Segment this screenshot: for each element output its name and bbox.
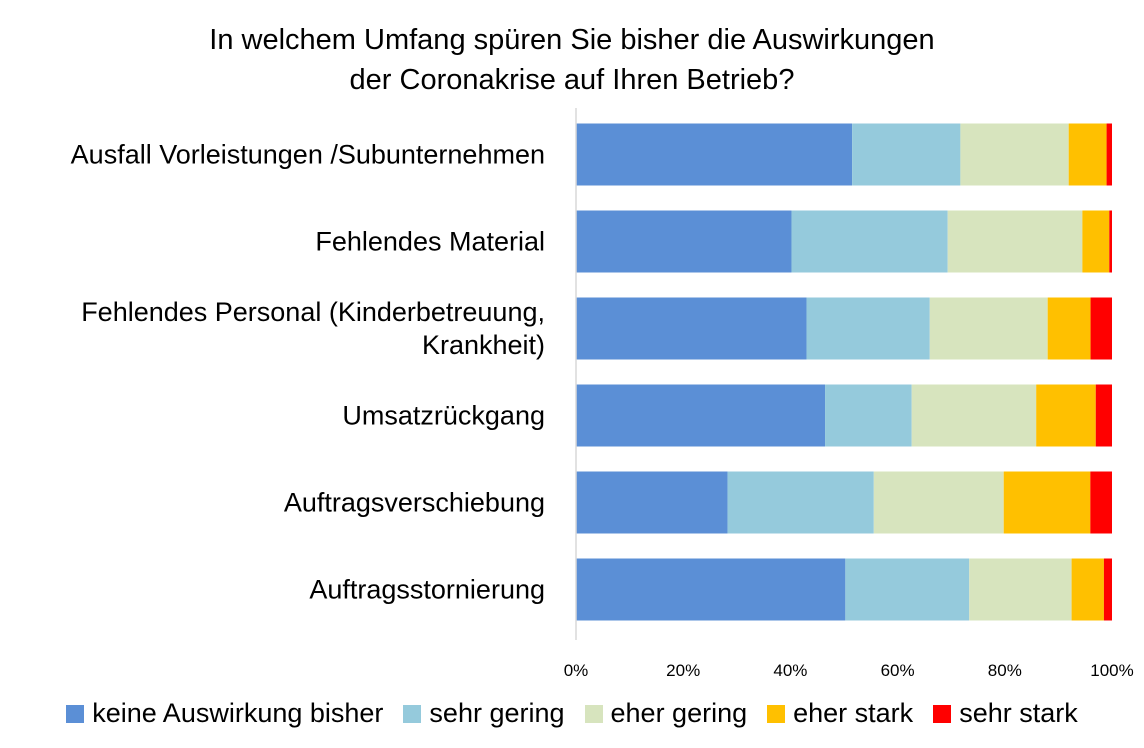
- legend-item-3: eher gering: [584, 698, 748, 729]
- chart-legend: keine Auswirkung bisher sehr gering eher g…: [0, 698, 1144, 729]
- legend-swatch-4: [767, 704, 786, 723]
- legend-item-4: eher stark: [767, 698, 913, 729]
- bar-segment-3-1: [576, 297, 807, 360]
- legend-label-3: eher gering: [610, 698, 748, 728]
- category-label-6: Auftragsstornierung: [309, 575, 545, 605]
- bar-segment-6-1: [576, 558, 846, 621]
- x-tick-label-1: 0%: [564, 661, 589, 680]
- bar-segment-2-5: [1109, 210, 1112, 273]
- bar-segment-6-5: [1103, 558, 1112, 621]
- bar-segment-1-2: [852, 123, 961, 186]
- category-label-3-1: Fehlendes Personal (Kinderbetreuung,: [81, 297, 545, 327]
- bar-segment-1-4: [1068, 123, 1107, 186]
- bar-segment-4-5: [1095, 384, 1112, 447]
- x-tick-label-2: 20%: [666, 661, 700, 680]
- bar-segment-4-1: [576, 384, 826, 447]
- legend-swatch-3: [584, 704, 603, 723]
- bar-segment-5-1: [576, 471, 728, 534]
- category-label-5: Auftragsverschiebung: [284, 488, 545, 518]
- bar-segment-1-1: [576, 123, 853, 186]
- x-tick-label-5: 80%: [988, 661, 1022, 680]
- chart-title-line-2: der Coronakrise auf Ihren Betrieb?: [349, 64, 795, 96]
- bar-segment-5-3: [873, 471, 1004, 534]
- legend-label-2: sehr gering: [429, 698, 565, 728]
- bar-segment-3-5: [1090, 297, 1112, 360]
- stacked-bar-chart: Ausfall Vorleistungen /Subunternehmen Feh…: [71, 108, 1134, 680]
- legend-label-5: sehr stark: [959, 698, 1078, 728]
- bar-segment-2-1: [576, 210, 792, 273]
- bar-segment-3-4: [1047, 297, 1091, 360]
- legend-label-4: eher stark: [793, 698, 914, 728]
- bar-segment-3-2: [806, 297, 930, 360]
- bar-segment-6-4: [1071, 558, 1104, 621]
- category-label-2: Fehlendes Material: [315, 227, 545, 257]
- bar-segment-2-3: [947, 210, 1083, 273]
- legend-label-1: keine Auswirkung bisher: [92, 698, 384, 728]
- legend-swatch-2: [403, 704, 422, 723]
- legend-item-5: sehr stark: [933, 698, 1078, 729]
- legend-item-1: keine Auswirkung bisher: [66, 698, 383, 729]
- bar-segment-6-3: [969, 558, 1072, 621]
- bar-segment-1-3: [960, 123, 1069, 186]
- bar-segment-2-2: [791, 210, 948, 273]
- legend-swatch-5: [933, 704, 952, 723]
- bar-segment-6-2: [845, 558, 970, 621]
- bar-segment-3-3: [929, 297, 1048, 360]
- bar-segment-5-4: [1003, 471, 1091, 534]
- category-label-4: Umsatzrückgang: [342, 401, 545, 431]
- x-tick-label-6: 100%: [1090, 661, 1133, 680]
- bar-segment-5-2: [727, 471, 874, 534]
- bar-segment-4-2: [825, 384, 912, 447]
- legend-item-2: sehr gering: [403, 698, 565, 729]
- x-tick-label-3: 40%: [773, 661, 807, 680]
- legend-swatch-1: [66, 704, 85, 723]
- bar-segment-1-5: [1106, 123, 1112, 186]
- bar-segment-4-4: [1036, 384, 1096, 447]
- chart-title-line-1: In welchem Umfang spüren Sie bisher die …: [209, 24, 935, 56]
- chart-title: In welchem Umfang spüren Sie bisher die …: [0, 20, 1144, 100]
- category-label-3-2: Krankheit): [422, 330, 545, 360]
- category-label-1: Ausfall Vorleistungen /Subunternehmen: [71, 140, 545, 170]
- bar-segment-5-5: [1090, 471, 1112, 534]
- bar-segment-4-3: [911, 384, 1037, 447]
- x-tick-label-4: 60%: [881, 661, 915, 680]
- bar-segment-2-4: [1082, 210, 1110, 273]
